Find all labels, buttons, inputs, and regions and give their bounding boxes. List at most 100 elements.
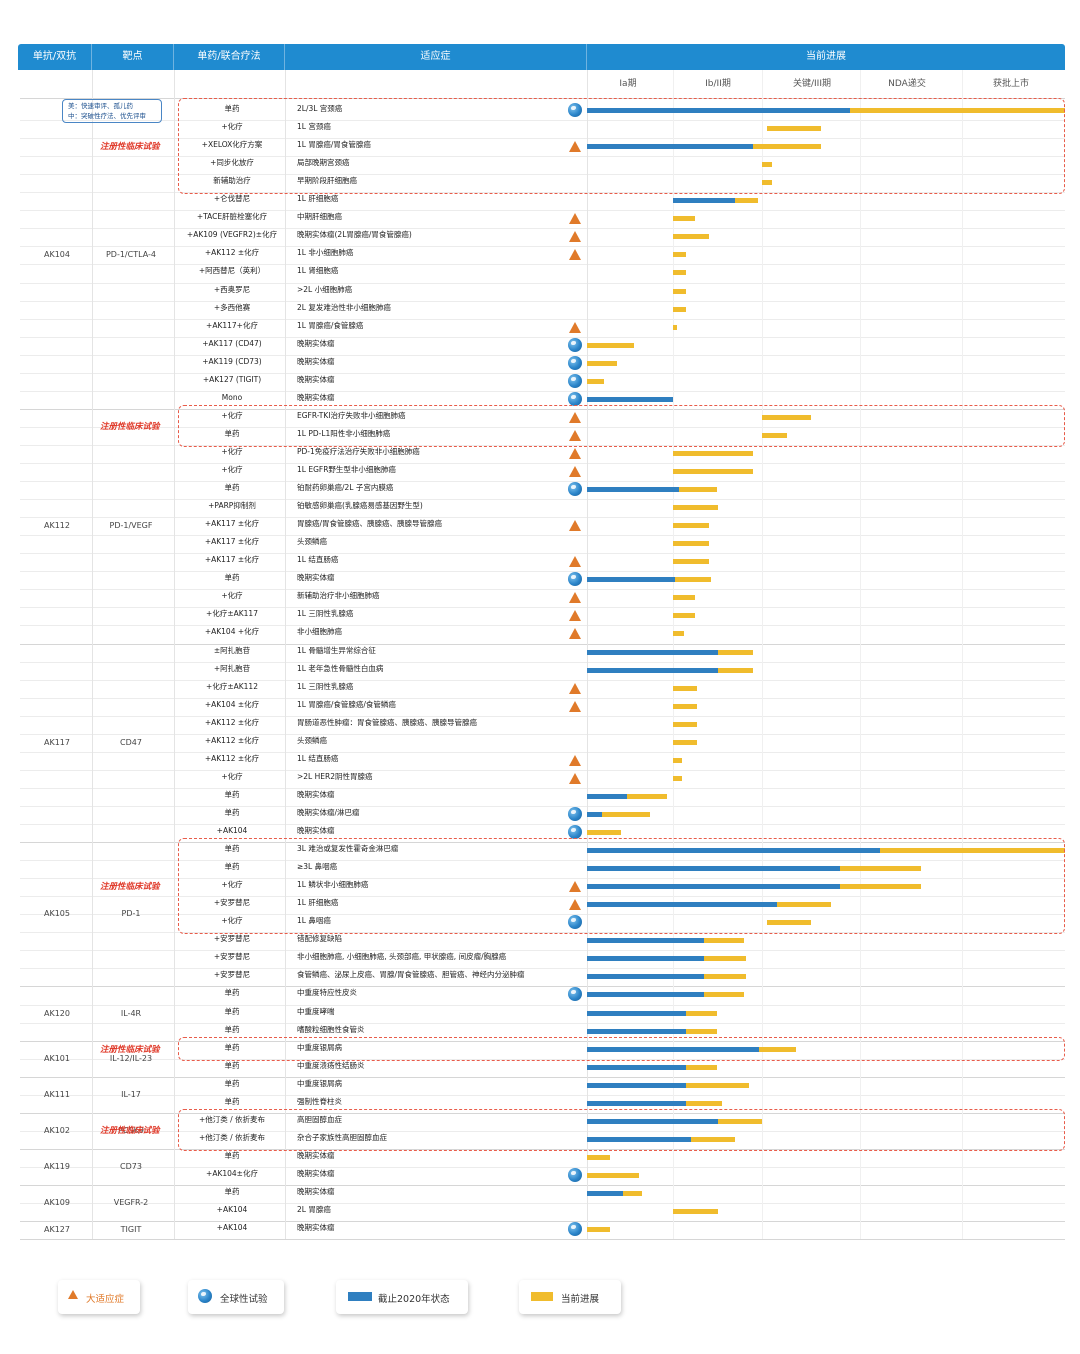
group-divider (20, 1112, 1065, 1114)
triangle-icon (569, 231, 581, 243)
therapy-label: +仑伐替尼 (213, 194, 251, 204)
therapy-label: +AK112 ±化疗 (204, 753, 260, 763)
therapy-label: +AK104±化疗 (206, 1168, 258, 1178)
bar-current-progress (686, 1100, 722, 1106)
therapy-label: 新辅助治疗 (213, 176, 251, 186)
row-divider (20, 896, 1065, 898)
row-divider (20, 318, 1065, 320)
bar-2020-status (587, 577, 675, 583)
therapy-label: +多西他赛 (213, 302, 251, 312)
bar-2020-status (587, 956, 705, 962)
legend-label: 截止2020年状态 (378, 1294, 450, 1305)
therapy-label: 单药 (224, 789, 240, 799)
table-row: +化疗 1L 宫颈癌 (0, 120, 1080, 138)
bar-current-progress (717, 667, 754, 673)
row-divider (20, 715, 1065, 717)
therapy-label: 单药 (224, 1096, 240, 1106)
table-row: +安罗替尼 食管鳞癌、泌尿上皮癌、胃腺/胃食管腺癌、胆管癌、神经内分泌肿瘤 (0, 968, 1080, 986)
globe-icon (568, 987, 582, 1002)
triangle-icon (569, 899, 581, 911)
legend-label: 大适应症 (86, 1294, 125, 1305)
table-row: +化疗±AK117 1L 三阴性乳腺癌 (0, 607, 1080, 625)
therapy-label: 单药 (224, 483, 240, 493)
table-row: +他汀类 / 依折麦布 杂合子家族性高胆固醇血症 (0, 1131, 1080, 1149)
table-row: 单药 晚期实体瘤 (0, 1149, 1080, 1167)
bar-2020-status (587, 1100, 687, 1106)
legend-item-major: 大适应症 (58, 1280, 140, 1314)
row-divider (20, 444, 1065, 446)
indication-label: 1L 宫颈癌 (297, 122, 331, 132)
bar-current-progress (673, 703, 698, 709)
triangle-icon (569, 772, 581, 784)
table-row: +安罗替尼 非小细胞肺癌, 小细胞肺癌, 头颈部癌, 甲状腺癌, 间皮瘤/胸腺癌 (0, 950, 1080, 968)
table-row: +AK117 (CD47) 晚期实体瘤 (0, 337, 1080, 355)
bar-current-progress (766, 920, 811, 926)
indication-label: 1L 结直肠癌 (297, 753, 339, 763)
triangle-icon (569, 466, 581, 477)
indication-label: 1L 肝细胞癌 (297, 194, 339, 204)
drug-label: AK109 (44, 1198, 70, 1208)
bar-current-progress (673, 541, 709, 547)
column-divider (174, 70, 175, 1240)
therapy-label: +西奥罗尼 (213, 284, 251, 294)
indication-label: 2L 胃腺癌 (297, 1205, 331, 1215)
indication-label: 1L 三阴性乳腺癌 (297, 681, 354, 691)
table-row: +AK112 ±化疗 胃肠道恶性肿瘤：胃食管腺癌、胰腺癌、胰腺导管腺癌 (0, 716, 1080, 734)
triangle-icon (569, 682, 581, 694)
table-row: +AK127 (TIGIT) 晚期实体瘤 (0, 373, 1080, 391)
row-divider (20, 589, 1065, 591)
bar-current-progress (762, 432, 787, 438)
indication-label: 铂耐药卵巢癌/2L 子宫内膜癌 (297, 483, 394, 493)
row-divider (20, 607, 1065, 609)
row-divider (20, 426, 1065, 428)
bar-current-progress (673, 270, 687, 276)
group-divider (20, 1185, 1065, 1186)
therapy-label: +AK104 +化疗 (204, 627, 260, 637)
indication-label: 错配修复缺陷 (297, 934, 342, 944)
bar-2020-status (587, 396, 673, 402)
target-label: CD47 (120, 737, 142, 747)
indication-label: 嗜酸粒细胞性食管炎 (297, 1024, 365, 1034)
bar-current-progress (673, 450, 754, 456)
therapy-label: +化疗±AK112 (206, 681, 258, 691)
therapy-label: +化疗 (221, 771, 243, 781)
note-line-us: 美：快速审评、孤儿药 (68, 102, 133, 110)
table-row: +化疗 1L EGFR野生型非小细胞肺癌 (0, 463, 1080, 481)
bar-current-progress (673, 595, 696, 601)
therapy-label: +化疗 (221, 446, 243, 456)
table-row: 单药 中重度特应性皮炎 (0, 986, 1080, 1004)
row-divider (20, 1058, 1065, 1060)
indication-label: 晚期实体瘤 (297, 573, 335, 583)
therapy-label: 单药 (224, 1006, 240, 1016)
therapy-label: +他汀类 / 依折麦布 (198, 1132, 266, 1142)
bar-current-progress (735, 198, 758, 204)
therapy-label: Mono (221, 392, 243, 402)
row-divider (20, 372, 1065, 374)
bar-current-progress (776, 902, 831, 908)
globe-icon (568, 482, 582, 497)
indication-label: 晚期实体瘤 (297, 789, 335, 799)
indication-label: 杂合子家族性高胆固醇血症 (297, 1132, 387, 1142)
row-divider (20, 120, 1065, 122)
therapy-label: ±阿扎胞苷 (213, 645, 251, 655)
indication-label: 1L 胃腺癌/食管腺癌/食管鳞癌 (297, 699, 396, 709)
bar-current-progress (674, 577, 712, 583)
target-label: PD-1 (121, 909, 141, 919)
globe-icon (568, 1167, 582, 1182)
bar-current-progress (673, 324, 678, 330)
group-divider (20, 986, 1065, 988)
bar-current-progress (673, 252, 687, 258)
triangle-icon (569, 249, 581, 261)
drug-label: AK127 (44, 1225, 70, 1235)
legend-item-current: 当前进展 (519, 1280, 621, 1314)
bar-current-progress (704, 938, 745, 944)
therapy-label: +AK104 (216, 826, 248, 835)
target-label: CD73 (120, 1161, 142, 1171)
bar-2020-status (587, 1064, 687, 1070)
therapy-label: 单药 (224, 573, 240, 583)
bar-2020-status (587, 811, 603, 817)
phase-label: NDA递交 (888, 79, 926, 89)
therapy-label: +AK112 ±化疗 (204, 248, 260, 258)
group-divider (20, 408, 1065, 410)
therapy-label: +AK112 ±化疗 (204, 717, 260, 727)
